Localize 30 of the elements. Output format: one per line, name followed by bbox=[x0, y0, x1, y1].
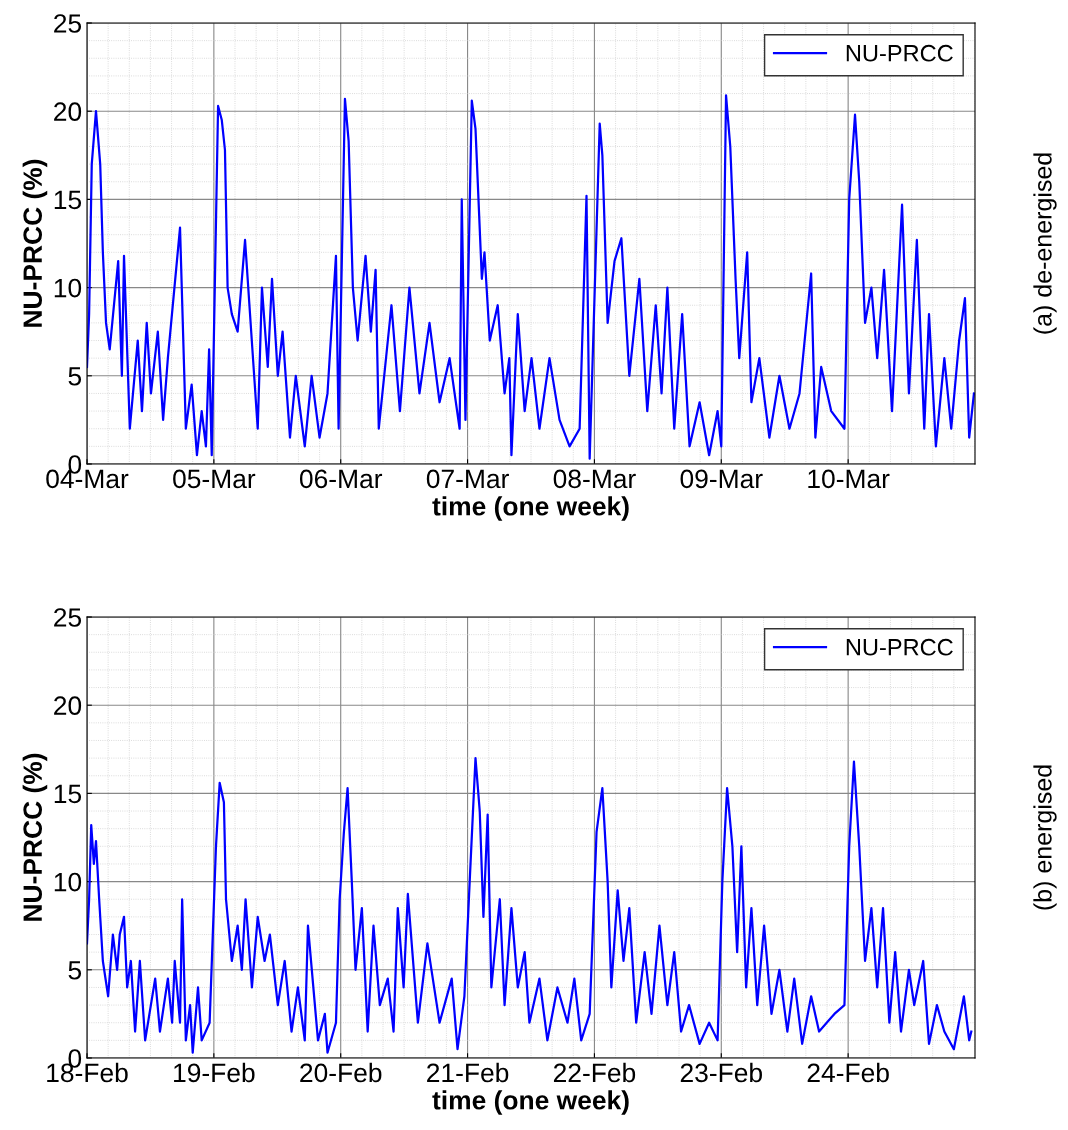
y-tick-label: 5 bbox=[68, 961, 82, 980]
x-tick-label: 24-Feb bbox=[807, 1062, 889, 1083]
x-tick-label: 06-Mar bbox=[299, 469, 383, 489]
y-tick-label: 10 bbox=[54, 872, 82, 892]
text: (b) energised bbox=[1033, 765, 1057, 910]
x-tick-label: 07-Mar bbox=[426, 469, 509, 489]
legend-label: NU-PRCC bbox=[846, 44, 953, 62]
y-tick-label: 10 bbox=[54, 278, 82, 298]
y-tick-label: 15 bbox=[54, 784, 82, 804]
y-axis-title: NU-PRCC (%) bbox=[22, 159, 48, 327]
x-tick-label: 10-Mar bbox=[808, 469, 890, 489]
y-tick-label: 20 bbox=[54, 102, 82, 122]
text: (a) de-energised bbox=[1033, 153, 1057, 334]
x-tick-label: 09-Mar bbox=[680, 469, 763, 489]
y-axis-title: NU-PRCC (%) bbox=[22, 753, 48, 921]
x-tick-label: 23-Feb bbox=[680, 1062, 762, 1083]
x-axis-title: time (one week) bbox=[432, 1090, 629, 1115]
y-tick-label: 15 bbox=[54, 190, 82, 210]
x-tick-label: 05-Mar bbox=[173, 469, 256, 489]
y-tick-label: 25 bbox=[54, 14, 82, 33]
x-tick-label: 08-Mar bbox=[553, 469, 636, 489]
y-tick-label: 25 bbox=[54, 608, 82, 627]
x-tick-label: 20-Feb bbox=[300, 1062, 382, 1083]
x-tick-label: 22-Feb bbox=[553, 1062, 636, 1083]
y-tick-label: 5 bbox=[68, 367, 82, 386]
y-tick-label: 20 bbox=[54, 696, 82, 716]
legend-label: NU-PRCC bbox=[846, 638, 953, 656]
x-axis-title: time (one week) bbox=[432, 496, 629, 521]
x-tick-label: 21-Feb bbox=[427, 1062, 509, 1083]
x-tick-label: 19-Feb bbox=[174, 1062, 255, 1083]
